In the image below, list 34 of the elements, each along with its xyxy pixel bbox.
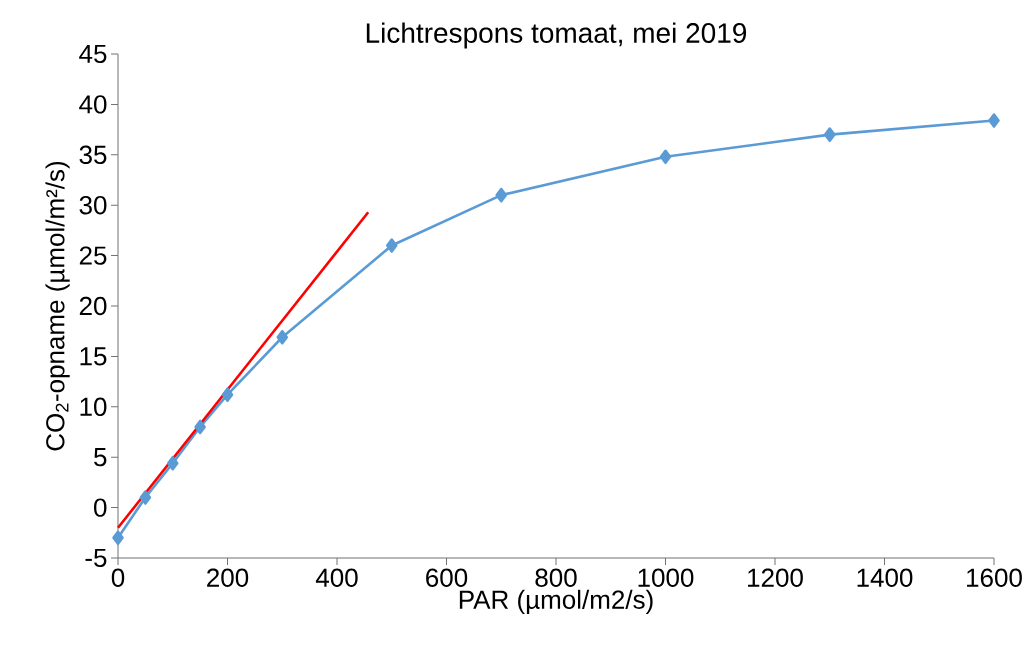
point — [659, 149, 672, 165]
point — [495, 187, 508, 203]
y-axis-title: CO$_{2}$-opname (µmol/m²/s) — [45, 161, 70, 451]
y-tick-label: 45 — [79, 44, 107, 64]
x-tick-label: 0 — [111, 568, 125, 587]
x-tick-label: 1000 — [638, 568, 694, 587]
chart-title: Lichtrespons tomaat, mei 2019 — [366, 22, 747, 49]
x-tick-label: 800 — [535, 568, 577, 587]
point — [112, 530, 124, 546]
y-tick-label: 30 — [79, 195, 107, 215]
x-tick-label: 600 — [426, 568, 468, 587]
x-axis-title: PAR (µmol/m2/s) — [459, 589, 653, 615]
x-tick-label: 1200 — [748, 568, 803, 587]
y-tick-label: 10 — [80, 397, 107, 416]
point — [385, 238, 398, 253]
y-tick-label: 40 — [79, 95, 107, 114]
point — [139, 490, 152, 505]
x-tick-label: 1600 — [967, 568, 1022, 587]
point — [988, 113, 1000, 128]
point — [823, 127, 836, 142]
x-tick-label: 1400 — [857, 568, 913, 587]
point — [221, 387, 234, 403]
point — [276, 329, 289, 345]
x-tick-label: 200 — [207, 568, 249, 587]
point — [166, 455, 179, 471]
y-tick-label: 5 — [94, 448, 107, 467]
y-tick-label: 20 — [79, 296, 107, 316]
y-tick-label: -5 — [85, 548, 107, 568]
y-tick-label: 0 — [94, 498, 107, 517]
point — [194, 419, 206, 435]
y-tick-label: 35 — [79, 145, 107, 164]
y-tick-label: 25 — [79, 246, 107, 265]
x-tick-label: 400 — [315, 568, 358, 587]
y-tick-label: 15 — [80, 347, 107, 366]
